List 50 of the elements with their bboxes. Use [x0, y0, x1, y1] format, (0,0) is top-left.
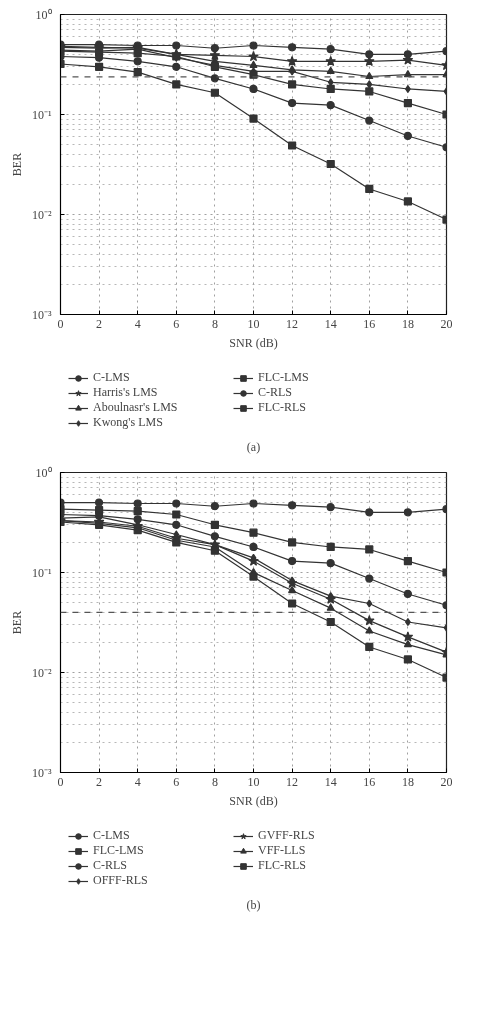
text: (a) [246, 439, 261, 454]
y-axis-title: BER [9, 152, 24, 177]
legend-label: FLC-LMS [258, 370, 310, 385]
y-tick-label: 10⁻¹ [31, 565, 52, 580]
text: (b) [246, 897, 261, 912]
legend-label: FLC-RLS [258, 400, 307, 415]
x-tick-label: 4 [134, 316, 141, 331]
x-tick-label: 10 [247, 774, 260, 789]
x-tick-label: 12 [286, 316, 299, 331]
y-tick-label: 10⁰ [35, 7, 52, 22]
x-tick-label: 12 [286, 774, 299, 789]
x-tick-label: 20 [440, 774, 453, 789]
y-tick-label: 10⁻² [31, 665, 52, 680]
legend-label: OFFF-RLS [93, 873, 149, 888]
legend-label: FLC-RLS [258, 858, 307, 873]
x-tick-label: 16 [363, 774, 376, 789]
y-tick-label: 10⁻³ [31, 307, 52, 322]
legend-label: C-LMS [93, 370, 131, 385]
x-axis-title: SNR (dB) [229, 793, 278, 808]
y-tick-label: 10⁻² [31, 207, 52, 222]
y-axis-title: BER [9, 610, 24, 635]
x-tick-label: 6 [173, 316, 180, 331]
legend-label: Aboulnasr's LMS [93, 400, 179, 415]
legend-label: Kwong's LMS [93, 415, 164, 430]
x-tick-label: 20 [440, 316, 453, 331]
x-tick-label: 14 [324, 316, 337, 331]
x-tick-label: 16 [363, 316, 376, 331]
x-tick-label: 2 [96, 774, 103, 789]
legend-label: C-LMS [93, 828, 131, 843]
x-tick-label: 18 [401, 774, 414, 789]
x-tick-label: 8 [211, 316, 218, 331]
x-tick-label: 0 [57, 774, 64, 789]
y-tick-label: 10⁻¹ [31, 107, 52, 122]
x-tick-label: 14 [324, 774, 337, 789]
legend-label: VFF-LLS [258, 843, 307, 858]
legend-label: Harris's LMS [93, 385, 159, 400]
legend-label: C-RLS [258, 385, 293, 400]
x-tick-label: 18 [401, 316, 414, 331]
x-tick-label: 6 [173, 774, 180, 789]
x-tick-label: 8 [211, 774, 218, 789]
x-tick-label: 10 [247, 316, 260, 331]
legend-label: FLC-LMS [93, 843, 145, 858]
y-tick-label: 10⁻³ [31, 765, 52, 780]
x-tick-label: 4 [134, 774, 141, 789]
x-tick-label: 2 [96, 316, 103, 331]
x-tick-label: 0 [57, 316, 64, 331]
y-tick-label: 10⁰ [35, 465, 52, 480]
legend-label: GVFF-RLS [258, 828, 316, 843]
legend-label: C-RLS [93, 858, 128, 873]
x-axis-title: SNR (dB) [229, 335, 278, 350]
